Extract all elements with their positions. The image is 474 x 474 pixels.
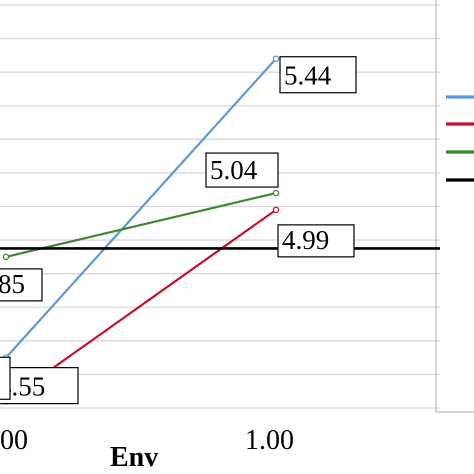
- series-3-point-2: [272, 189, 280, 197]
- series-line-3: [5, 191, 277, 258]
- data-label-clipped: [0, 356, 11, 400]
- x-tick-label: 00: [0, 425, 28, 456]
- data-label-4.55: 4.55: [0, 367, 79, 405]
- x-tick-labels: 00 1.00: [0, 425, 294, 456]
- data-label-4.99: 4.99: [277, 224, 355, 258]
- series-line-1: [5, 57, 277, 359]
- data-label-85: 85: [0, 268, 43, 302]
- data-label-text: 5.04: [210, 155, 258, 185]
- x-axis-title: Env: [110, 442, 158, 473]
- legend-frame: [435, 0, 474, 413]
- data-label-5.04: 5.04: [205, 152, 279, 188]
- legend: [446, 95, 474, 182]
- x-tick-label: 1.00: [245, 425, 294, 456]
- series-3-point-1: [2, 253, 10, 261]
- data-label-text: 5.44: [284, 61, 332, 91]
- data-label-text: 4.99: [282, 225, 329, 255]
- series-2-point-2: [272, 206, 280, 214]
- data-labels: 4.55 5.44 4.99 85 5.04: [0, 56, 357, 405]
- data-label-text: 85: [0, 269, 25, 299]
- series-group: [0, 55, 440, 405]
- data-label-5.44: 5.44: [279, 56, 357, 94]
- series-1-point-2: [272, 55, 280, 62]
